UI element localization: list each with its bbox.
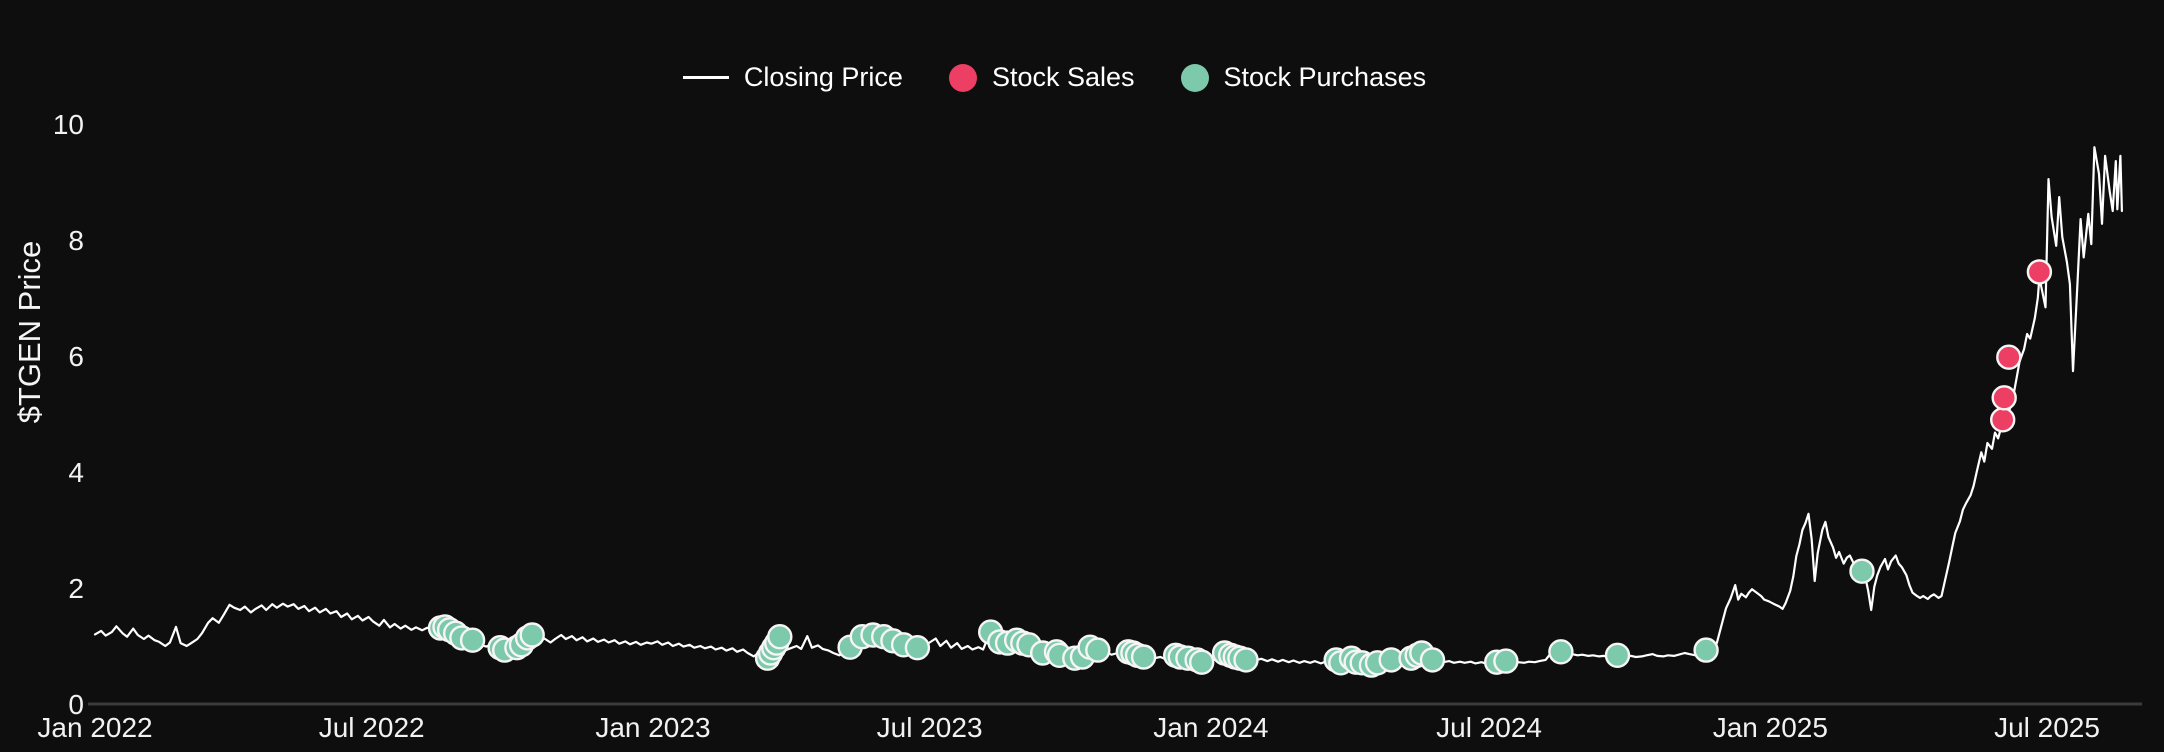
x-tick-label: Jan 2022: [37, 712, 152, 743]
y-tick-label: 10: [53, 109, 84, 140]
stock-purchases-points-point: [1419, 647, 1446, 673]
stock-purchases-points-point: [1085, 637, 1111, 663]
stock-purchases-points-point: [767, 624, 793, 650]
legend-label-stock-purchases: Stock Purchases: [1223, 62, 1427, 92]
x-tick-label: Jul 2024: [1436, 712, 1542, 743]
stock-purchases-points-point: [1130, 644, 1157, 670]
stock-purchases-points-point: [1188, 649, 1215, 675]
y-tick-label: 0: [68, 689, 84, 720]
stock-purchases-points-point: [1493, 648, 1519, 674]
legend-item-stock-purchases[interactable]: Stock Purchases: [1180, 62, 1427, 93]
stock-purchases-points: [427, 558, 1875, 678]
stock-purchases-points-point: [1849, 558, 1875, 584]
x-tick-label: Jan 2024: [1153, 712, 1268, 743]
legend-item-closing-price[interactable]: Closing Price: [682, 62, 903, 93]
legend-label-stock-sales: Stock Sales: [991, 62, 1135, 92]
legend-label-closing-price: Closing Price: [743, 62, 903, 92]
y-axis-tick-labels: 0 2 4 6 8 10: [53, 109, 84, 720]
x-tick-label: Jul 2022: [319, 712, 425, 743]
stock-sales-dot-icon: [948, 63, 977, 92]
stock-purchases-points-point: [1693, 637, 1719, 663]
y-tick-label: 8: [68, 225, 84, 256]
y-tick-label: 2: [68, 573, 84, 604]
stock-purchases-points-point: [459, 627, 486, 653]
stock-sales-points-point: [2026, 259, 2053, 285]
y-tick-label: 4: [68, 457, 84, 488]
stock-purchases-points-point: [519, 622, 545, 648]
legend-item-stock-sales[interactable]: Stock Sales: [948, 62, 1135, 93]
closing-price-line-swatch: [682, 76, 729, 79]
stock-sales-points-point: [1991, 385, 2017, 411]
stock-purchases-dot-icon: [1180, 63, 1209, 92]
closing-price-line: [93, 146, 2123, 667]
stock-sales-points: [1989, 259, 2053, 433]
x-tick-label: Jul 2023: [877, 712, 983, 743]
stock-purchases-points-point: [1604, 642, 1631, 668]
x-axis-tick-labels: Jan 2022 Jul 2022 Jan 2023 Jul 2023 Jan 2024…: [37, 712, 2100, 743]
stock-purchases-points-point: [1233, 647, 1259, 673]
stock-sales-points-point: [1989, 407, 2016, 433]
chart-legend: Closing Price Stock Sales Stock Purchase…: [0, 62, 2164, 93]
y-tick-label: 6: [68, 341, 84, 372]
stock-purchases-points-point: [904, 635, 931, 661]
x-tick-label: Jan 2023: [595, 712, 710, 743]
x-tick-label: Jul 2025: [1994, 712, 2100, 743]
stock-purchases-points-point: [1548, 639, 1574, 665]
x-tick-label: Jan 2025: [1713, 712, 1828, 743]
stock-sales-points-point: [1996, 344, 2022, 370]
